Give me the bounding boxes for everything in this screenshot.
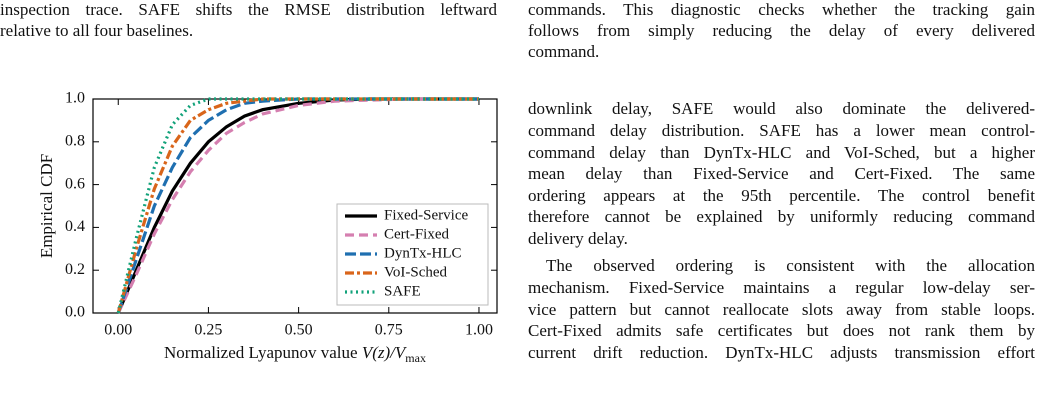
x-tick-label: 0.50 bbox=[285, 322, 313, 339]
text-line: downlink delay, SAFE would also dominate… bbox=[528, 99, 1035, 118]
legend-label: VoI-Sched bbox=[384, 264, 448, 280]
legend-label: SAFE bbox=[384, 283, 421, 299]
text-line: command. bbox=[528, 42, 600, 61]
x-axis-label-math: V(z)/V bbox=[362, 343, 408, 362]
text-line: therefore cannot be explained by uniform… bbox=[528, 207, 1035, 226]
legend-label: DynTx-HLC bbox=[384, 245, 462, 261]
x-tick-label: 0.25 bbox=[194, 322, 222, 339]
text-line: relative to all four baselines. bbox=[0, 21, 194, 40]
y-tick-label: 1.0 bbox=[65, 90, 85, 107]
text-line: current drift reduction. DynTx-HLC adjus… bbox=[528, 343, 1035, 362]
legend-label: Cert-Fixed bbox=[384, 226, 449, 242]
y-tick-label: 0.8 bbox=[65, 132, 85, 149]
text-line: commands. This diagnostic checks whether… bbox=[528, 0, 1035, 19]
x-tick-label: 1.00 bbox=[465, 322, 493, 339]
x-axis-label-text: Normalized Lyapunov value bbox=[164, 343, 362, 362]
x-tick-label: 0.00 bbox=[104, 322, 132, 339]
text-line: Cert-Fixed admits safe certificates but … bbox=[528, 321, 1035, 340]
x-axis-label: Normalized Lyapunov value V(z)/Vmax bbox=[164, 343, 426, 365]
y-tick-label: 0.0 bbox=[65, 304, 85, 321]
text-line: The observed ordering is consistent with… bbox=[546, 256, 1035, 275]
text-line: command delay distribution. SAFE has a l… bbox=[528, 121, 1035, 140]
text-line: follows from simply reducing the delay o… bbox=[528, 21, 1035, 40]
y-axis-label: Empirical CDF bbox=[37, 154, 56, 258]
text-line: command delay than DynTx-HLC and VoI-Sch… bbox=[528, 143, 1035, 162]
series-line bbox=[116, 97, 479, 314]
chart: Empirical CDF Normalized Lyapunov value … bbox=[37, 90, 498, 365]
text-line: delivery delay. bbox=[528, 229, 628, 248]
legend-label: Fixed-Service bbox=[384, 207, 468, 223]
y-tick-label: 0.4 bbox=[65, 218, 85, 235]
x-tick-label: 0.75 bbox=[375, 322, 403, 339]
y-tick-label: 0.6 bbox=[65, 175, 85, 192]
text-line: inspection trace. SAFE shifts the RMSE d… bbox=[0, 0, 497, 19]
text-line: ordering appears at the 95th percentile.… bbox=[528, 186, 1035, 205]
text-line: vice pattern but cannot reallocate slots… bbox=[528, 300, 1035, 319]
text-line: mechanism. Fixed-Service maintains a reg… bbox=[528, 278, 1035, 297]
x-axis-label-sub: max bbox=[405, 351, 426, 365]
y-tick-label: 0.2 bbox=[65, 261, 85, 278]
text-line: mean delay than Fixed-Service and Cert-F… bbox=[528, 164, 1035, 183]
